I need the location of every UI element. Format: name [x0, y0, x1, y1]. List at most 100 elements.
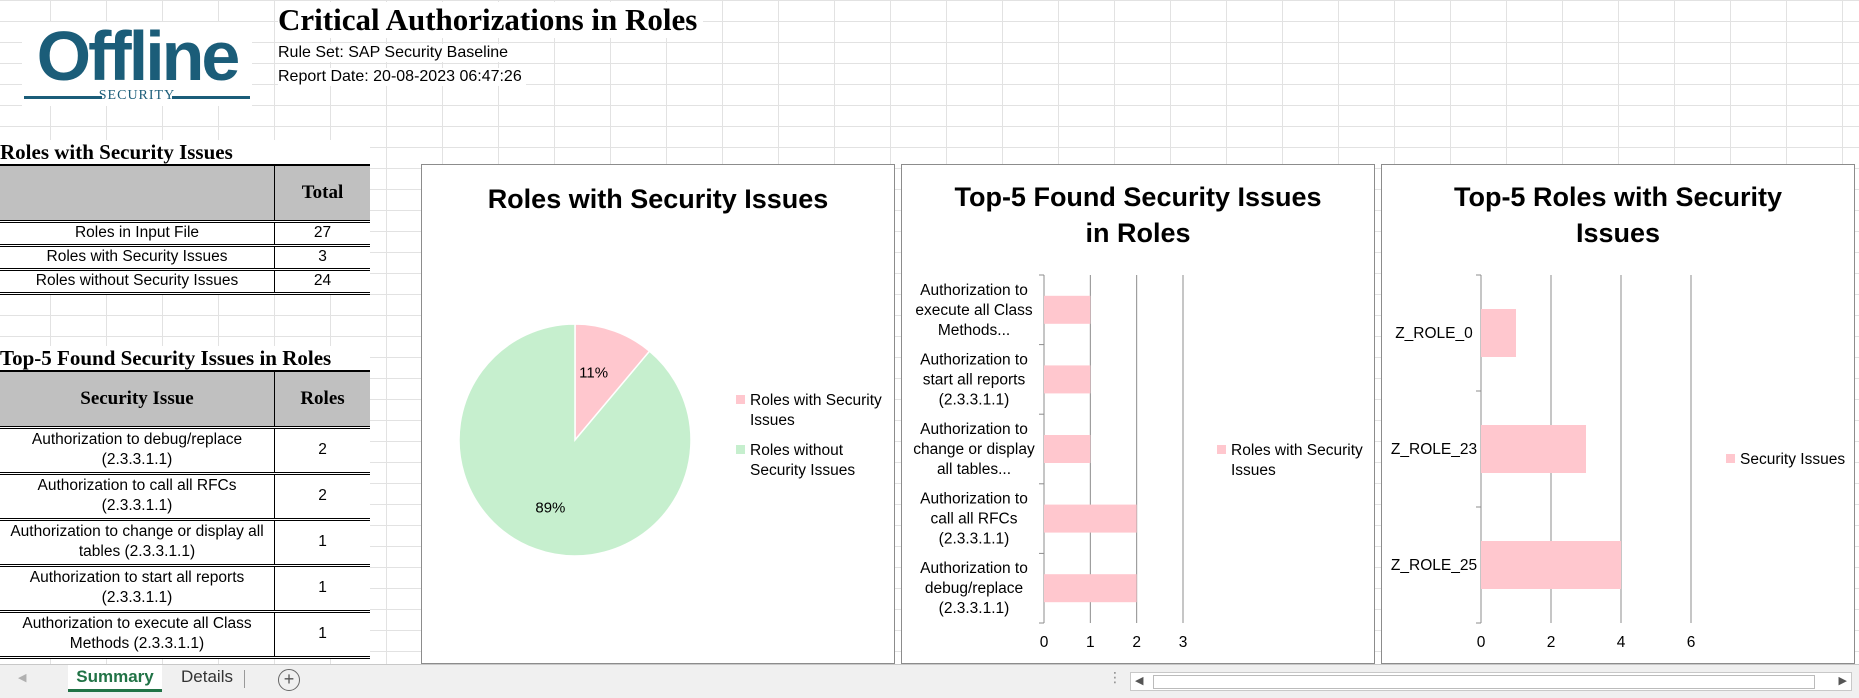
bar	[1044, 295, 1091, 324]
summary-table: Total Roles in Input File 27 Roles with …	[0, 164, 370, 295]
issue-cell: Authorization to debug/replace (2.3.3.1.1…	[0, 427, 275, 475]
table-row: Authorization to change or display all ta…	[0, 519, 370, 567]
issue-line: Authorization to start all reports	[29, 569, 245, 586]
legend-swatch	[736, 395, 745, 404]
roles-chart-title-line: Top-5 Roles with Security	[1453, 182, 1783, 212]
issue-line: (2.3.3.1.1)	[101, 589, 173, 606]
legend-swatch	[1217, 445, 1226, 454]
roles-bar-chart: 0 2 4 6 Z_ROLE_0 Z_ROLE_23 Z_ROLE_25 Security I…	[1391, 274, 1845, 651]
legend-label: Roles with Security Issues	[750, 392, 882, 429]
roles-count: 2	[274, 427, 370, 475]
y-category-label: Authorization to start all reports (2.3.3.…	[920, 351, 1028, 408]
issue-cell: Authorization to change or display all ta…	[0, 519, 275, 567]
pie-slice	[574, 323, 651, 443]
roles-bar-chart-panel[interactable]: Top-5 Roles with Security Issues 0 2 4 6 Z_R…	[1381, 164, 1855, 664]
issue-line: (2.3.3.1.1)	[101, 451, 173, 468]
top5-header-issue: Security Issue	[0, 370, 275, 429]
report-date: Report Date: 20-08-2023 06:47:26	[278, 68, 526, 86]
row-label: Roles in Input File	[0, 221, 275, 247]
tab-divider	[244, 670, 245, 688]
pie-chart: 11% 89% Roles with Security Issues Roles wit…	[458, 323, 882, 557]
roles-chart-title: Top-5 Roles with Security Issues	[1382, 179, 1854, 251]
x-tick-label: 6	[1687, 634, 1696, 651]
summary-header-total: Total	[274, 164, 370, 223]
row-label: Roles with Security Issues	[0, 245, 275, 271]
table-row: Roles without Security Issues 24	[0, 269, 370, 295]
splitter-handle-icon[interactable]: ⋮	[1108, 669, 1122, 685]
x-tick-label: 3	[1179, 634, 1188, 651]
roles-count: 1	[274, 519, 370, 567]
row-label: Roles without Security Issues	[0, 269, 275, 295]
x-tick-label: 0	[1040, 634, 1049, 651]
add-sheet-button[interactable]: +	[278, 669, 300, 691]
bar	[1044, 365, 1091, 394]
y-category-label: Authorization to debug/replace (2.3.3.1.1)	[920, 560, 1028, 617]
logo-word: Offline	[36, 17, 241, 95]
y-category-label: Z_ROLE_0	[1395, 325, 1473, 342]
y-category-label: Authorization to call all RFCs (2.3.3.1.1)	[920, 491, 1028, 548]
pie-chart-panel[interactable]: Roles with Security Issues 11% 89% Roles w…	[421, 164, 895, 664]
bar	[1481, 425, 1586, 473]
y-category-label: Authorization to execute all Class Methods…	[915, 282, 1032, 339]
table-row: Roles with Security Issues 3	[0, 245, 370, 271]
row-value: 24	[274, 269, 370, 295]
horizontal-scrollbar[interactable]: ◀ ▶	[1130, 672, 1852, 691]
issue-cell: Authorization to start all reports (2.3.3…	[0, 565, 275, 613]
row-value: 3	[274, 245, 370, 271]
logo-rule-right	[172, 96, 250, 99]
issue-line: Methods (2.3.3.1.1)	[69, 635, 205, 652]
bar	[1044, 574, 1137, 603]
scroll-left-arrow-icon[interactable]: ◀	[1135, 675, 1144, 687]
scroll-right-arrow-icon[interactable]: ▶	[1838, 675, 1847, 687]
x-tick-label: 2	[1547, 634, 1556, 651]
bar	[1481, 309, 1516, 357]
pie-data-label: 11%	[579, 364, 608, 381]
tab-scroll-left-icon[interactable]: ◀	[18, 672, 27, 684]
bar	[1044, 435, 1091, 463]
company-logo: Offline SECURITY	[22, 17, 252, 106]
sheet-tab-bar: ◀ Summary Details + ⋮ ◀ ▶	[0, 664, 1859, 698]
issues-bar-chart: 0 1 2 3 Authorization to execute all Class Met…	[913, 274, 1363, 651]
table-row: Authorization to start all reports (2.3.3…	[0, 565, 370, 613]
pie-data-label: 89%	[535, 500, 565, 517]
issue-line: Authorization to call all RFCs	[37, 477, 237, 494]
legend-label: Roles without Security Issues	[750, 442, 855, 479]
roles-count: 1	[274, 565, 370, 613]
y-category-label: Authorization to change or display all tab…	[913, 421, 1035, 478]
legend-swatch	[736, 445, 745, 454]
tab-summary[interactable]: Summary	[68, 665, 162, 692]
issues-chart-title: Top-5 Found Security Issues in Roles	[902, 179, 1374, 251]
roles-count: 1	[274, 611, 370, 659]
scrollbar-thumb[interactable]	[1153, 675, 1815, 689]
roles-chart-title-line: Issues	[1575, 218, 1661, 248]
x-tick-label: 0	[1477, 634, 1486, 651]
pie-chart-title: Roles with Security Issues	[487, 184, 829, 214]
issue-line: (2.3.3.1.1)	[101, 497, 173, 514]
issue-line: tables (2.3.3.1.1)	[78, 543, 196, 560]
x-tick-label: 1	[1086, 634, 1095, 651]
y-category-label: Z_ROLE_23	[1391, 441, 1477, 458]
legend-label: Security Issues	[1740, 451, 1845, 468]
issue-cell: Authorization to call all RFCs (2.3.3.1.1…	[0, 473, 275, 521]
table-row: Authorization to execute all Class Method…	[0, 611, 370, 659]
top5-table: Security Issue Roles Authorization to de…	[0, 370, 370, 659]
table-row: Authorization to debug/replace (2.3.3.1.1…	[0, 427, 370, 475]
issues-bar-chart-panel[interactable]: Top-5 Found Security Issues in Roles 0 1 2…	[901, 164, 1375, 664]
rule-set: Rule Set: SAP Security Baseline	[278, 44, 513, 62]
summary-section-title: Roles with Security Issues	[0, 140, 370, 165]
tab-details[interactable]: Details	[181, 667, 233, 686]
roles-count: 2	[274, 473, 370, 521]
issue-cell: Authorization to execute all Class Method…	[0, 611, 275, 659]
summary-header-empty	[0, 164, 275, 223]
report-title: Critical Authorizations in Roles	[278, 2, 704, 38]
issue-line: Authorization to execute all Class	[22, 615, 252, 632]
top5-header-roles: Roles	[274, 370, 370, 429]
logo-subtitle: SECURITY	[98, 88, 176, 103]
top5-section-title: Top-5 Found Security Issues in Roles	[0, 346, 370, 371]
legend-label: Roles with Security Issues	[1231, 442, 1363, 479]
legend-swatch	[1726, 454, 1735, 463]
y-category-label: Z_ROLE_25	[1391, 557, 1477, 574]
issues-chart-title-line: in Roles	[1085, 218, 1191, 248]
issue-line: Authorization to change or display all	[10, 523, 264, 540]
logo-rule-left	[24, 96, 102, 99]
